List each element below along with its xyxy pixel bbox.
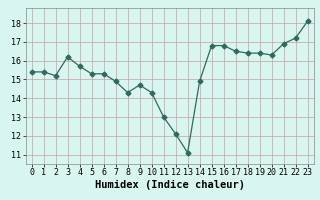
X-axis label: Humidex (Indice chaleur): Humidex (Indice chaleur) (95, 180, 244, 190)
